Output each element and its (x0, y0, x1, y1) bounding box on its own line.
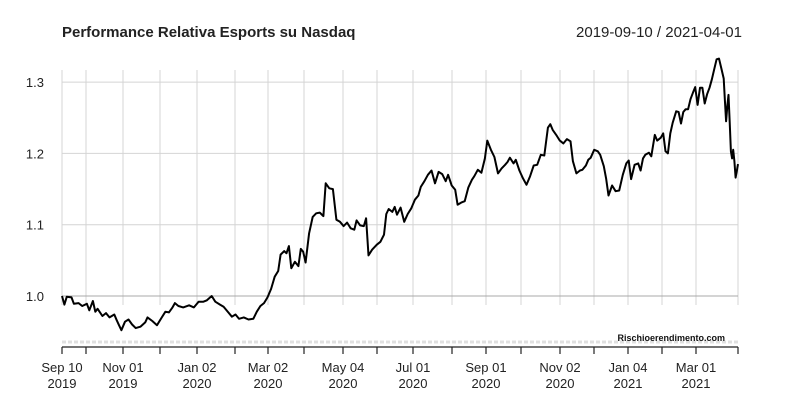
chart-title: Performance Relativa Esports su Nasdaq (62, 24, 356, 41)
x-tick-label: Jul 01 (396, 360, 431, 375)
x-tick-label: Jan 02 (177, 360, 216, 375)
x-tick-year: 2021 (614, 376, 643, 391)
x-tick-label: May 04 (322, 360, 365, 375)
y-axis: 1.0 1.1 1.2 1.3 (26, 75, 44, 304)
y-tick-label: 1.2 (26, 146, 44, 161)
y-tick-label: 1.1 (26, 218, 44, 233)
grid-lines (61, 70, 739, 344)
date-range: 2019-09-10 / 2021-04-01 (576, 24, 742, 41)
x-tick-year: 2020 (399, 376, 428, 391)
x-tick-year: 2020 (254, 376, 283, 391)
performance-line (61, 57, 739, 332)
x-tick-label: Nov 01 (102, 360, 143, 375)
x-tick-year: 2021 (682, 376, 711, 391)
x-tick-label: Mar 01 (676, 360, 716, 375)
x-tick-year: 2020 (472, 376, 501, 391)
x-tick-year: 2020 (329, 376, 358, 391)
x-tick-year: 2020 (183, 376, 212, 391)
watermark: Rischioerendimento.com (617, 333, 725, 343)
x-tick-label: Sep 10 (41, 360, 82, 375)
x-tick-year: 2020 (546, 376, 575, 391)
y-tick-label: 1.0 (26, 289, 44, 304)
x-tick-label: Nov 02 (539, 360, 580, 375)
x-tick-label: Jan 04 (608, 360, 647, 375)
x-tick-label: Mar 02 (248, 360, 288, 375)
x-tick-year: 2019 (48, 376, 77, 391)
x-tick-year: 2019 (109, 376, 138, 391)
x-tick-label: Sep 01 (465, 360, 506, 375)
y-tick-label: 1.3 (26, 75, 44, 90)
